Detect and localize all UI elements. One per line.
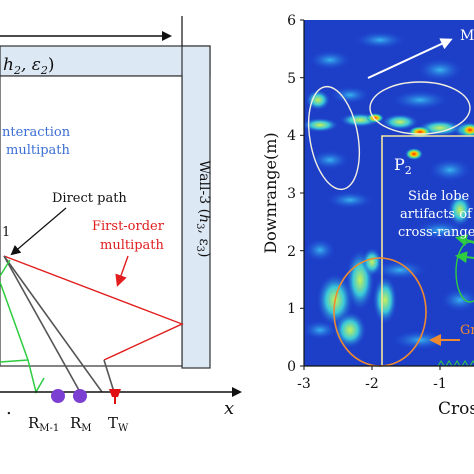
receiver-m xyxy=(73,389,87,403)
interaction-multipath-label-2: multipath xyxy=(6,143,71,158)
y-tick-6: 6 xyxy=(287,13,296,29)
receiver-m-label: RM xyxy=(70,414,92,434)
receiver-m-1-label: RM-1 xyxy=(28,414,59,434)
transmitter-w xyxy=(109,389,121,404)
target-point-label: 1 xyxy=(2,225,10,240)
target-outline xyxy=(381,135,474,366)
room-interior xyxy=(0,75,183,367)
top-right-arrow xyxy=(367,38,453,79)
x-ticks xyxy=(303,366,441,370)
ellipse-left-top xyxy=(307,85,361,191)
y-tick-3: 3 xyxy=(287,186,296,202)
first-order-pointer xyxy=(115,255,129,287)
side-lobe-label-3: cross-range xyxy=(398,225,474,240)
y-axis-title: Downrange(m) xyxy=(261,132,280,253)
x-axis-label: x xyxy=(224,398,234,419)
direct-path-pointer xyxy=(10,207,67,256)
direct-path-line-3 xyxy=(103,359,115,393)
interaction-multipath-label: nteraction xyxy=(2,125,71,140)
green-arrow-2 xyxy=(455,251,474,264)
y-tick-2: 2 xyxy=(287,244,296,260)
interaction-path xyxy=(0,281,45,394)
p2-label: P2 xyxy=(394,155,412,177)
left-panel: h2, ε2) nteraction multipath Wall-3 (h3,… xyxy=(0,16,242,434)
dots-label: . xyxy=(6,398,12,419)
interaction-path-2 xyxy=(0,359,29,363)
first-order-label-2: multipath xyxy=(100,238,165,253)
y-tick-1: 1 xyxy=(287,301,296,317)
side-lobe-label-1: Side lobe xyxy=(408,189,470,204)
first-order-label: First-order xyxy=(92,219,165,234)
y-tick-4: 4 xyxy=(287,128,296,144)
direct-path-line-2 xyxy=(3,255,103,393)
y-tick-0: 0 xyxy=(287,359,296,375)
wall3-label: Wall-3 (h3, ε3) xyxy=(194,160,212,257)
x-axis-title: Cros xyxy=(438,399,474,419)
y-tick-5: 5 xyxy=(287,71,296,87)
top-right-label: M xyxy=(460,28,474,44)
y-ticks xyxy=(300,19,304,367)
ground-label: Gr xyxy=(460,323,474,338)
x-tick-neg2: -2 xyxy=(365,376,379,392)
heatmap xyxy=(304,20,474,366)
x-tick-neg1: -1 xyxy=(433,376,447,392)
direct-path-line-1 xyxy=(3,255,81,393)
ellipse-center-top xyxy=(369,81,471,135)
interaction-path-3 xyxy=(0,259,11,277)
transmitter-w-label: TW xyxy=(108,414,129,434)
side-lobe-label-2: artifacts of xyxy=(400,207,473,222)
right-panel: M P2 Side lobe artifacts of cross-range … xyxy=(261,13,474,419)
x-tick-neg3: -3 xyxy=(297,376,311,392)
top-wall-label: h2, ε2) xyxy=(3,55,55,77)
green-arrow-1 xyxy=(455,234,474,247)
right-wall xyxy=(181,45,211,369)
direct-path-label: Direct path xyxy=(52,191,127,206)
receiver-m-1 xyxy=(51,389,65,403)
first-order-path xyxy=(3,255,184,361)
